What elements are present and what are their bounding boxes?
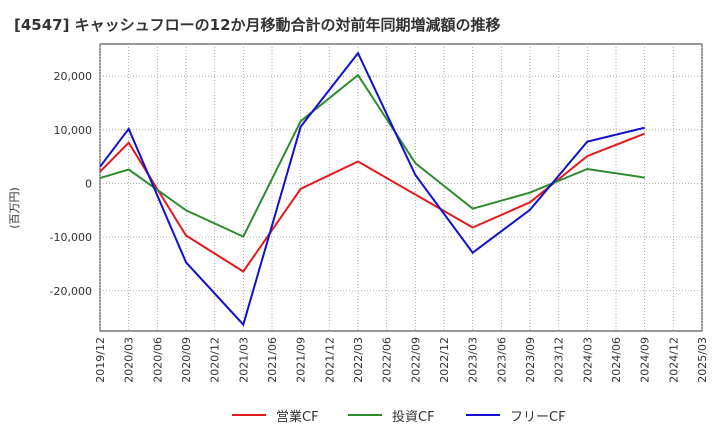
x-tick-label: 2023/06	[495, 337, 508, 383]
legend-item-free-cf: フリーCF	[466, 403, 566, 427]
x-tick-label: 2021/09	[295, 337, 308, 383]
legend-label-investing-cf: 投資CF	[392, 409, 435, 425]
x-tick-label: 2022/09	[409, 337, 422, 383]
plot-area	[99, 43, 703, 332]
series-line-2	[99, 51, 645, 327]
legend: 営業CF 投資CF フリーCF	[0, 403, 720, 427]
x-tick-label: 2020/12	[209, 337, 222, 383]
legend-swatch-operating-cf	[232, 414, 266, 416]
x-tick-label: 2024/03	[581, 337, 594, 383]
x-tick-label: 2019/12	[94, 337, 107, 383]
x-tick-label: 2022/12	[438, 337, 451, 383]
x-tick-label: 2021/03	[237, 337, 250, 383]
series-line-1	[99, 73, 645, 238]
x-tick-label: 2022/03	[352, 337, 365, 383]
legend-label-free-cf: フリーCF	[510, 409, 566, 425]
y-tick-label: 10,000	[54, 124, 93, 137]
x-tick-label: 2023/03	[467, 337, 480, 383]
legend-swatch-free-cf	[466, 414, 500, 416]
legend-swatch-investing-cf	[348, 414, 382, 416]
x-tick-label: 2020/03	[123, 337, 136, 383]
y-tick-label: 20,000	[54, 70, 93, 83]
x-tick-label: 2024/12	[667, 337, 680, 383]
x-tick-label: 2023/09	[524, 337, 537, 383]
y-tick-label: -20,000	[50, 285, 92, 298]
y-tick-label: -10,000	[50, 231, 92, 244]
legend-label-operating-cf: 営業CF	[276, 409, 319, 425]
x-tick-label: 2025/03	[696, 337, 709, 383]
x-tick-label: 2021/12	[323, 337, 336, 383]
legend-item-operating-cf: 営業CF	[232, 403, 319, 427]
legend-item-investing-cf: 投資CF	[348, 403, 435, 427]
y-tick-label: 0	[85, 177, 92, 190]
x-tick-label: 2023/12	[553, 337, 566, 383]
x-tick-label: 2020/06	[151, 337, 164, 383]
x-tick-label: 2024/09	[639, 337, 652, 383]
x-tick-label: 2024/06	[610, 337, 623, 383]
x-tick-label: 2020/09	[180, 337, 193, 383]
x-tick-label: 2021/06	[266, 337, 279, 383]
chart-title: [4547] キャッシュフローの12か月移動合計の対前年同期増減額の推移	[14, 16, 501, 34]
x-tick-label: 2022/06	[381, 337, 394, 383]
